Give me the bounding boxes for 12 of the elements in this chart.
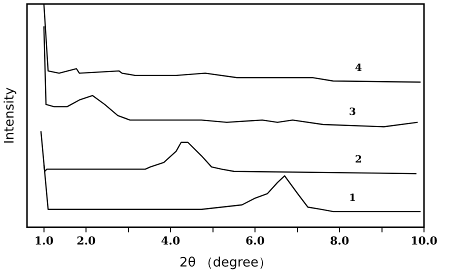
x-tick-label: 6.0 — [245, 234, 265, 248]
x-tick-label: 10.0 — [410, 234, 438, 248]
series-label: 3 — [349, 107, 356, 118]
x-tick-label: 4.0 — [161, 234, 181, 248]
x-axis-title: 2θ （degree） — [180, 256, 272, 271]
series-label: 4 — [355, 62, 362, 74]
x-tick-label: 1.0 — [34, 234, 54, 248]
x-tick-label: 2.0 — [76, 234, 96, 248]
series-label: 1 — [349, 193, 356, 204]
x-tick-label: 8.0 — [330, 234, 350, 248]
y-axis-title: Intensity — [2, 87, 18, 144]
series-label: 2 — [355, 154, 362, 166]
